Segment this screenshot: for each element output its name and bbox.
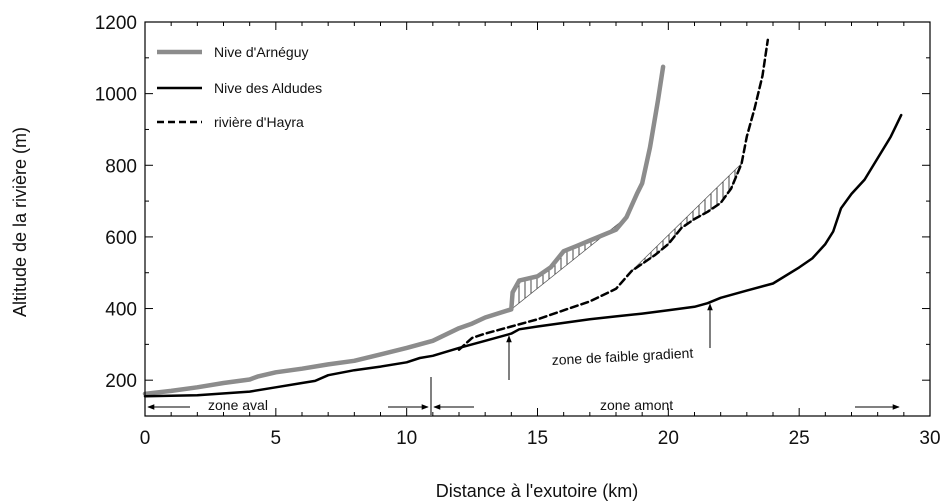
hatched-areas xyxy=(510,163,742,311)
legend: Nive d'Arnéguy Nive des Aldudes rivière … xyxy=(157,44,322,130)
low-gradient-label: zone de faible gradient xyxy=(551,345,693,368)
line-riviere-hayra xyxy=(457,38,770,351)
line-nive-aldudes xyxy=(143,113,903,398)
x-tick-label: 15 xyxy=(527,428,548,449)
zone-aval-label: zone aval xyxy=(208,397,268,413)
legend-label-hayra: rivière d'Hayra xyxy=(214,114,304,130)
series-lines xyxy=(142,38,903,398)
y-tick-label: 800 xyxy=(105,156,137,177)
legend-label-arneguy: Nive d'Arnéguy xyxy=(214,44,309,60)
annotations: zone aval zone amont zone de faible grad… xyxy=(147,303,900,415)
hatch-area-hayra xyxy=(631,163,742,272)
zone-amont-label: zone amont xyxy=(600,397,673,413)
y-tick-label: 600 xyxy=(105,228,137,249)
y-tick-label: 1000 xyxy=(95,85,137,106)
y-tick-label: 200 xyxy=(105,371,137,392)
x-tick-label: 0 xyxy=(140,428,151,449)
axis-ticks: 0 5 10 15 20 25 30 200 400 600 800 1000 1200 xyxy=(95,13,941,449)
y-axis-title: Altitude de la rivière (m) xyxy=(10,127,30,317)
line-nive-arneguy xyxy=(142,64,666,397)
x-tick-label: 20 xyxy=(658,428,679,449)
x-tick-label: 30 xyxy=(919,428,940,449)
y-tick-label: 1200 xyxy=(95,13,137,34)
x-tick-label: 10 xyxy=(396,428,417,449)
x-axis-title: Distance à l'exutoire (km) xyxy=(436,481,639,501)
x-tick-label: 5 xyxy=(271,428,282,449)
y-tick-label: 400 xyxy=(105,300,137,321)
x-tick-label: 25 xyxy=(789,428,810,449)
legend-label-aldudes: Nive des Aldudes xyxy=(214,80,322,96)
